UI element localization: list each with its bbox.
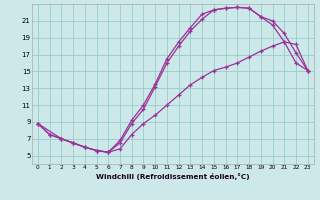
- X-axis label: Windchill (Refroidissement éolien,°C): Windchill (Refroidissement éolien,°C): [96, 173, 250, 180]
